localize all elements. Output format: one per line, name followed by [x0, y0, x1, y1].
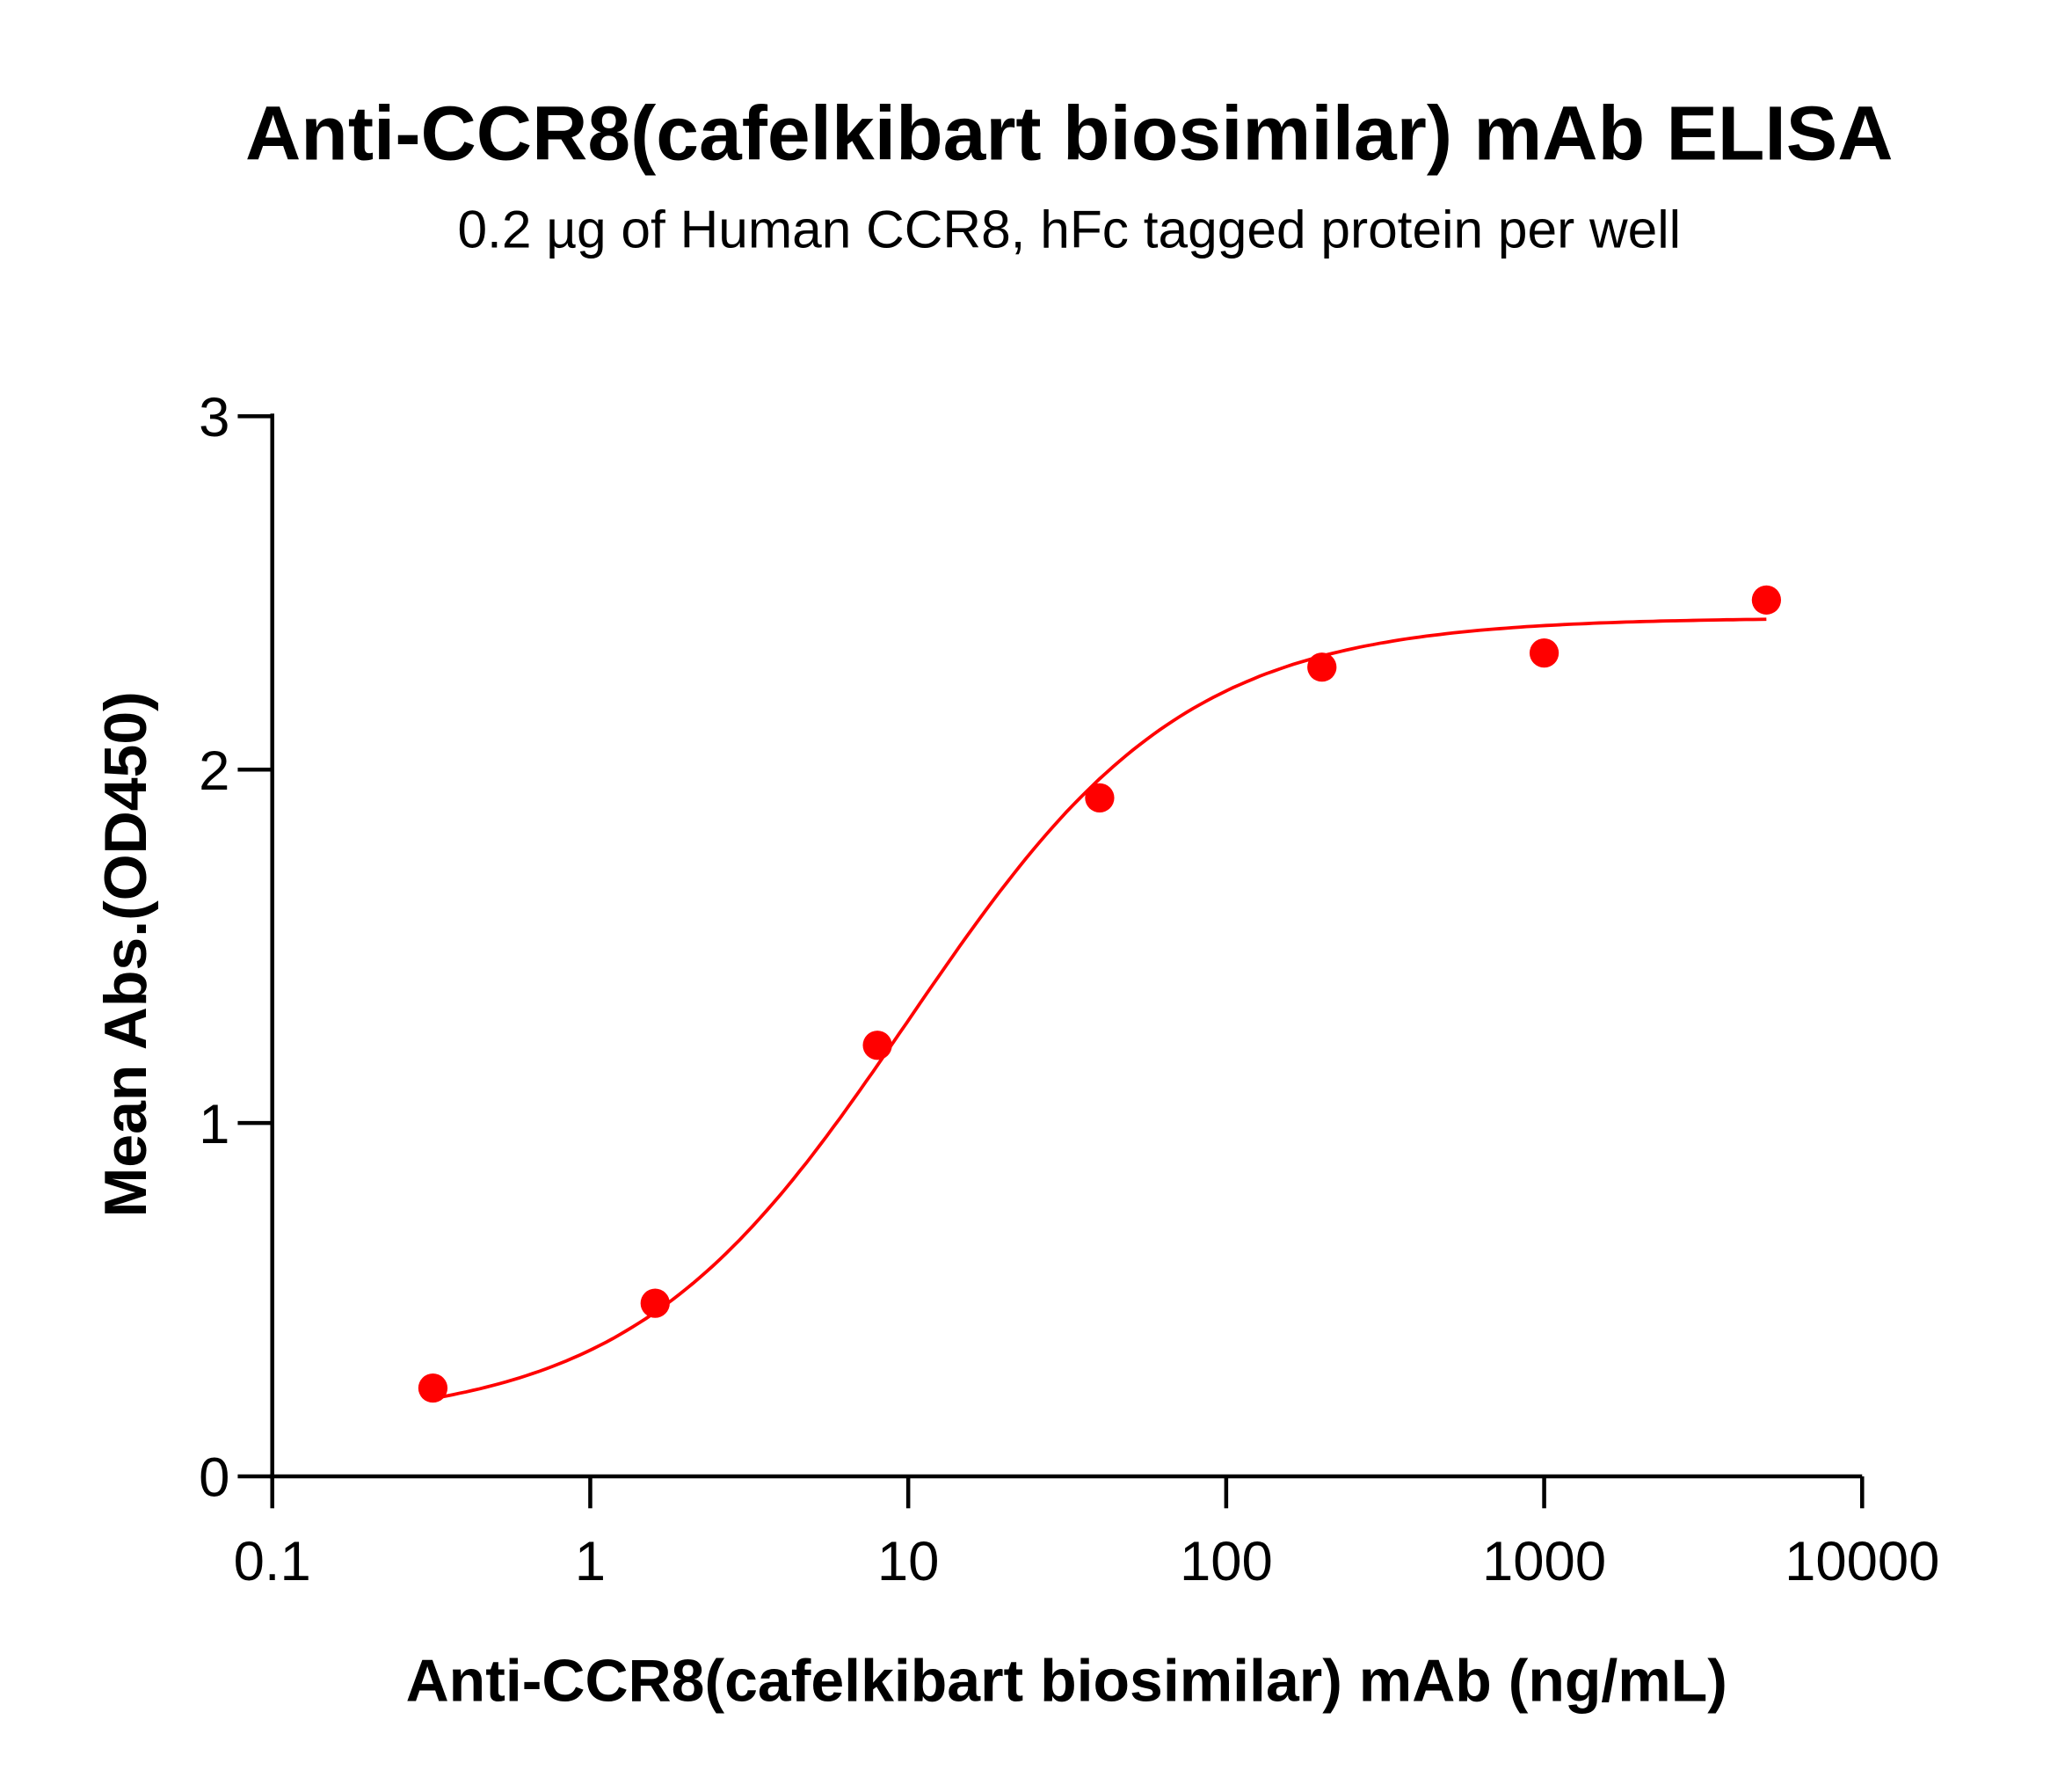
x-tick-label: 1000	[1482, 1531, 1606, 1592]
data-point	[1751, 585, 1782, 615]
x-tick-label: 10	[877, 1531, 940, 1592]
chart-title: Anti-CCR8(cafelkibart biosimilar) mAb EL…	[245, 91, 1893, 177]
y-tick-label: 1	[199, 1094, 229, 1155]
y-axis-title: Mean Abs.(OD450)	[92, 691, 159, 1217]
data-point	[1307, 652, 1337, 682]
data-point	[862, 1031, 892, 1060]
data-point	[1085, 783, 1115, 813]
chart-subtitle: 0.2 µg of Human CCR8, hFc tagged protein…	[457, 199, 1681, 259]
data-point	[418, 1373, 448, 1403]
fit-curve	[433, 617, 1767, 1401]
data-points	[418, 585, 1782, 1403]
y-tick-label: 0	[199, 1447, 229, 1509]
data-point	[640, 1288, 670, 1318]
x-tick-label: 10000	[1785, 1531, 1939, 1592]
x-tick-label: 100	[1180, 1531, 1273, 1592]
x-tick-label: 0.1	[234, 1531, 311, 1592]
y-tick-label: 3	[199, 387, 229, 448]
axes: 0.1 1 10 100 1000 10000 0 1 2 3	[199, 387, 1939, 1592]
x-axis-title: Anti-CCR8(cafelkibart biosimilar) mAb (n…	[406, 1647, 1727, 1714]
y-tick-label: 2	[199, 740, 229, 802]
x-tick-label: 1	[575, 1531, 606, 1592]
data-point	[1529, 638, 1559, 668]
